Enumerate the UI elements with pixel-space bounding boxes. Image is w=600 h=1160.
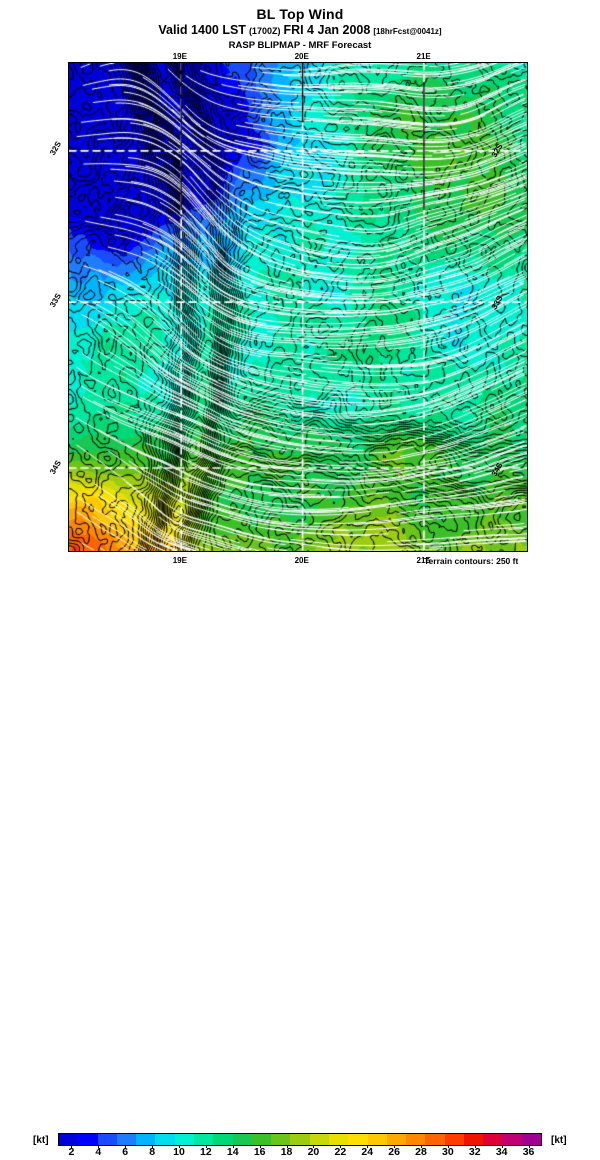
colorbar-ticks: 2 4 6 8 10 12 14 16 18 20 22 24 26 28 30 32 34 36 — [58, 1145, 542, 1160]
model-line: RASP BLIPMAP - MRF Forecast — [228, 40, 372, 51]
colorbar-tick-mark — [421, 1145, 422, 1148]
forecast-tag: [18hrFcst@0041z] — [373, 27, 442, 36]
colorbar-tick-mark — [501, 1145, 503, 1148]
colorbar-tick-mark — [340, 1145, 342, 1148]
colorbar-segment — [386, 1134, 407, 1145]
axis-tick-bottom: 19E — [172, 556, 187, 565]
colorbar-segment — [444, 1134, 464, 1145]
valid-time-local: Valid 1400 LST — [158, 23, 246, 37]
colorbar-segment — [251, 1134, 272, 1145]
colorbar-segment — [97, 1134, 117, 1145]
page-title: BL Top Wind — [256, 6, 344, 22]
colorbar-segment — [174, 1134, 194, 1145]
colorbar-tick-mark — [71, 1145, 73, 1148]
map-plot-area[interactable] — [68, 62, 528, 552]
colorbar: [kt] 2 4 6 8 10 12 14 16 18 20 22 24 26 28 30 32 34 36 [k… — [0, 566, 600, 1158]
colorbar-segment — [502, 1134, 522, 1145]
colorbar-segment — [232, 1134, 252, 1145]
colorbar-segment — [193, 1134, 214, 1145]
colorbar-tick-mark — [179, 1145, 180, 1148]
colorbar-tick-mark — [528, 1145, 530, 1148]
colorbar-segment — [367, 1134, 387, 1145]
colorbar-tick-mark — [394, 1145, 396, 1148]
colorbar-unit-right: [kt] — [551, 1135, 567, 1146]
valid-time-utc: (1700Z) — [248, 26, 281, 36]
colorbar-segment — [483, 1134, 503, 1145]
colorbar-segment — [136, 1134, 156, 1145]
colorbar-segment — [78, 1134, 98, 1145]
colorbar-segment — [116, 1134, 137, 1145]
axis-tick-left: 33S — [48, 292, 64, 309]
colorbar-tick-mark — [367, 1145, 369, 1148]
colorbar-segment — [348, 1134, 368, 1145]
colorbar-tick-mark — [313, 1145, 315, 1148]
colorbar-segment — [463, 1134, 484, 1145]
colorbar-unit-left: [kt] — [33, 1135, 49, 1146]
colorbar-segment — [213, 1134, 233, 1145]
colorbar-tick-mark — [125, 1145, 127, 1148]
colorbar-segment — [271, 1134, 291, 1145]
colorbar-tick-mark — [286, 1145, 288, 1148]
colorbar-segment — [290, 1134, 310, 1145]
colorbar-segment — [309, 1134, 329, 1145]
colorbar-tick-mark — [98, 1145, 100, 1148]
colorbar-tick-mark — [152, 1145, 154, 1148]
axis-tick-left: 34S — [48, 458, 64, 476]
colorbar-strip — [58, 1133, 542, 1146]
colorbar-segment — [328, 1134, 349, 1145]
colorbar-segment — [59, 1134, 79, 1145]
colorbar-tick-mark — [474, 1145, 476, 1148]
colorbar-tick-mark — [259, 1145, 261, 1148]
colorbar-tick-mark — [447, 1145, 449, 1148]
title-block: BL Top Wind Valid 1400 LST (1700Z) FRI 4… — [0, 6, 600, 52]
axis-tick-top: 20E — [294, 52, 309, 61]
axis-tick-top: 19E — [172, 52, 187, 61]
colorbar-tick-mark — [205, 1145, 207, 1148]
colorbar-segment — [521, 1134, 542, 1145]
valid-time-line: Valid 1400 LST (1700Z) FRI 4 Jan 2008 [1… — [0, 23, 600, 39]
axis-tick-left: 32S — [48, 140, 64, 157]
colorbar-segment — [406, 1134, 426, 1145]
colorbar-segment — [155, 1134, 175, 1145]
valid-date: FRI 4 Jan 2008 — [283, 23, 371, 37]
axis-tick-bottom: 20E — [294, 556, 309, 565]
wind-field-canvas — [69, 63, 527, 551]
colorbar-segment — [425, 1134, 445, 1145]
colorbar-tick-mark — [232, 1145, 234, 1148]
axis-tick-bottom: 21E — [416, 556, 431, 565]
axis-tick-top: 21E — [416, 52, 431, 61]
terrain-contour-note: Terrain contours: 250 ft — [424, 556, 519, 566]
